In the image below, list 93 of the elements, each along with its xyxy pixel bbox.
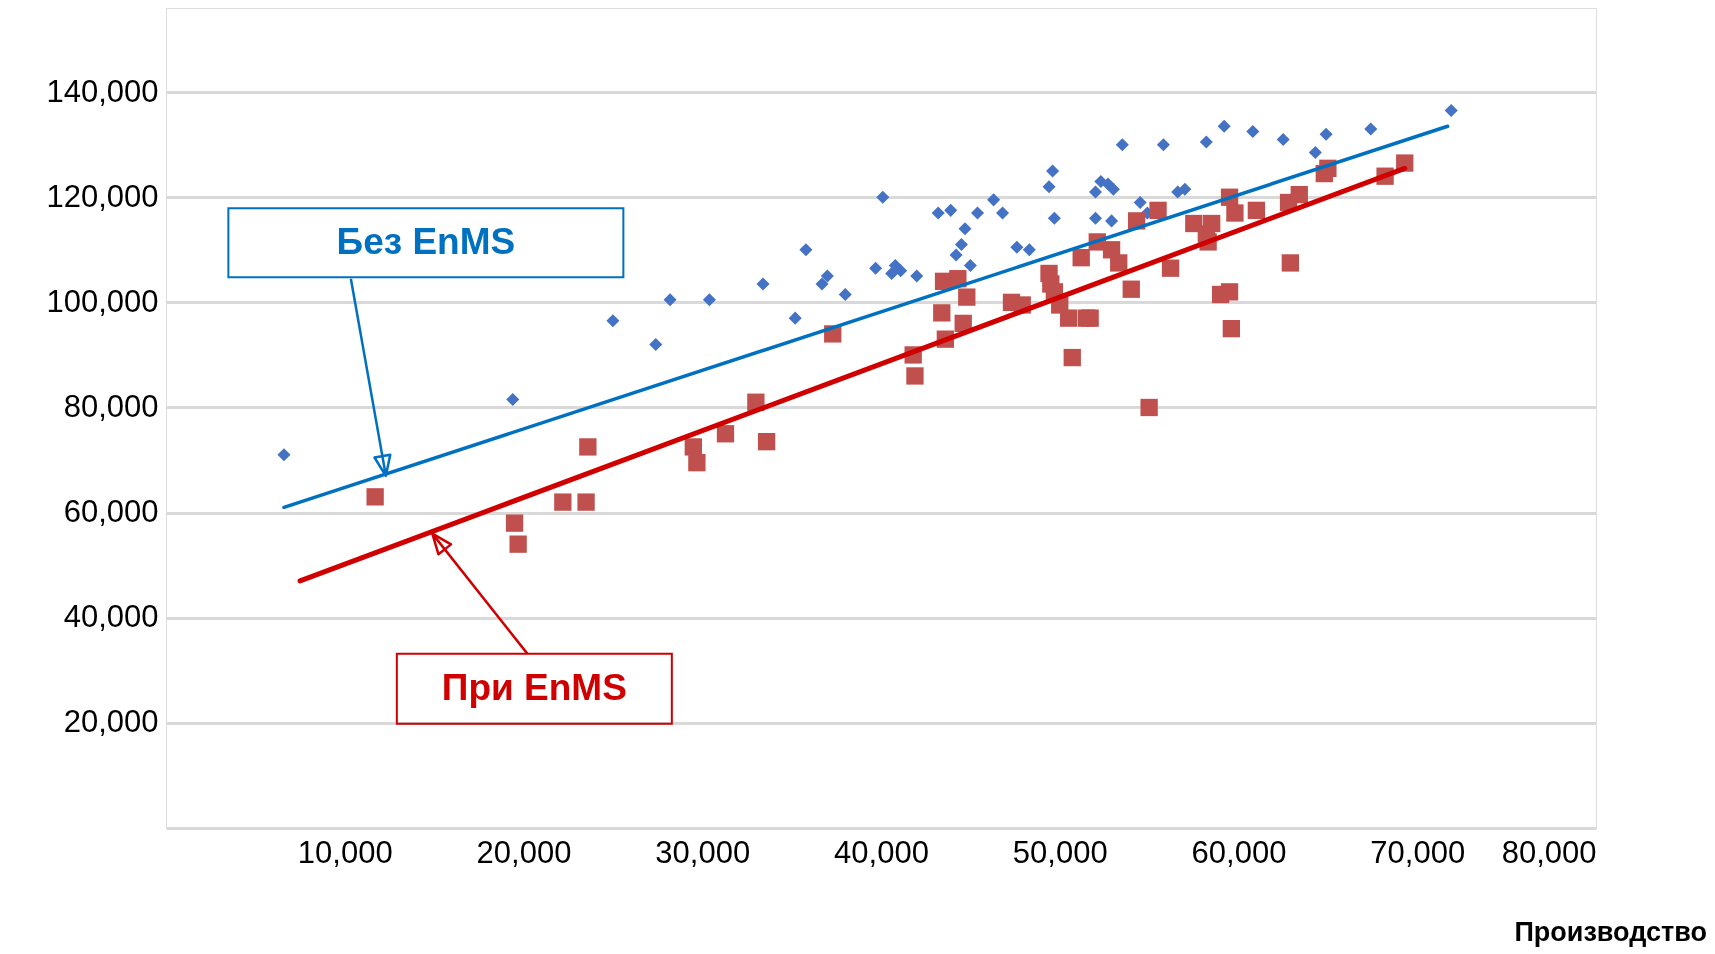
point — [756, 277, 770, 291]
point — [1281, 254, 1299, 272]
point — [885, 266, 899, 280]
point — [1444, 103, 1458, 118]
point — [1110, 254, 1128, 272]
x-tick-label: 40,000 — [834, 834, 929, 870]
x-tick-label: 10,000 — [297, 834, 393, 870]
point — [954, 238, 968, 252]
y-tick-label: 40,000 — [63, 599, 159, 635]
point — [1115, 138, 1129, 152]
x-tick-label: 50,000 — [1012, 834, 1108, 870]
point — [716, 425, 735, 443]
point — [1222, 319, 1241, 338]
point — [649, 337, 663, 351]
point — [1106, 182, 1120, 196]
point — [577, 493, 595, 511]
point — [688, 454, 706, 472]
point — [757, 432, 776, 451]
point — [1063, 348, 1081, 367]
point — [799, 243, 813, 257]
point — [1133, 195, 1147, 210]
x-tick-label: 30,000 — [655, 834, 751, 870]
point — [906, 367, 924, 385]
point — [1156, 138, 1170, 152]
annotation: При EnMS — [441, 666, 627, 708]
point — [1161, 259, 1180, 277]
point — [971, 206, 985, 220]
point — [1010, 240, 1024, 254]
point — [958, 288, 976, 306]
point — [1220, 283, 1239, 301]
point — [554, 493, 572, 511]
point — [910, 269, 924, 283]
point — [963, 259, 977, 273]
y-tick-label: 140,000 — [46, 73, 159, 109]
point — [788, 311, 802, 325]
point — [1246, 125, 1260, 139]
point — [505, 514, 524, 532]
point — [996, 206, 1010, 220]
y-tick-label: 100,000 — [46, 283, 159, 319]
point — [1088, 185, 1103, 199]
x-axis-title: Производство — [1514, 917, 1707, 947]
point — [506, 393, 520, 407]
point — [1149, 201, 1167, 220]
point — [931, 206, 945, 220]
y-tick-label: 20,000 — [63, 704, 159, 740]
x-tick-label: 70,000 — [1370, 834, 1466, 870]
point — [1308, 146, 1322, 160]
point — [1319, 127, 1333, 141]
y-tick-label: 60,000 — [63, 494, 159, 530]
point — [1122, 280, 1140, 298]
point — [663, 293, 677, 307]
point — [606, 314, 620, 328]
point — [277, 448, 291, 462]
point — [933, 304, 951, 322]
point — [894, 264, 908, 278]
point — [838, 287, 852, 301]
point — [1203, 214, 1221, 233]
point — [1022, 243, 1036, 257]
point — [702, 293, 716, 307]
point — [1046, 164, 1060, 178]
point — [949, 248, 963, 262]
point — [815, 277, 829, 291]
x-tick-label: 60,000 — [1191, 834, 1287, 870]
point — [579, 438, 597, 456]
point — [958, 222, 972, 236]
point — [1217, 119, 1231, 133]
point — [987, 193, 1001, 207]
point — [1105, 214, 1119, 228]
point — [1060, 309, 1078, 327]
point — [1081, 309, 1099, 327]
y-tick-label: 120,000 — [46, 178, 159, 214]
point — [1290, 185, 1308, 204]
y-tick-label: 80,000 — [63, 388, 159, 424]
point — [1178, 182, 1192, 196]
point — [944, 203, 958, 217]
point — [876, 190, 890, 204]
point — [509, 535, 527, 553]
point — [869, 261, 883, 275]
point — [1047, 211, 1061, 225]
point — [1088, 211, 1103, 225]
point — [366, 488, 384, 506]
point — [1276, 132, 1290, 146]
point — [1072, 249, 1090, 267]
point — [1140, 398, 1158, 417]
annotation: Без EnMS — [336, 220, 516, 262]
x-tick-label: 20,000 — [476, 834, 572, 870]
point — [1199, 135, 1213, 149]
point — [820, 269, 834, 283]
point — [1042, 180, 1056, 194]
x-tick-label: 80,000 — [1501, 834, 1597, 870]
point — [1247, 201, 1266, 220]
point — [1226, 204, 1244, 222]
point — [1364, 122, 1378, 136]
